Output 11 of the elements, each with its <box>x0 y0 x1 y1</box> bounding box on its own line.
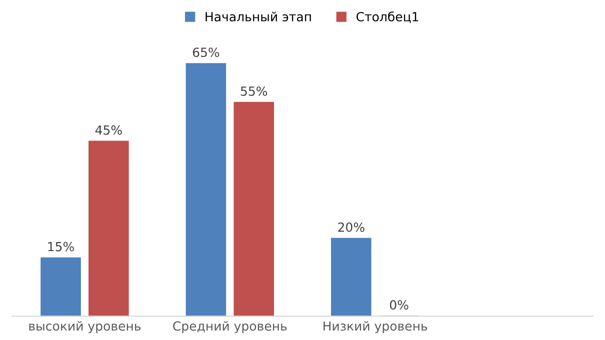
x-tick-label: высокий уровень <box>29 321 141 334</box>
data-label: 15% <box>48 242 74 252</box>
x-tick-label: Низкий уровень <box>324 321 428 334</box>
data-label: 45% <box>95 125 122 135</box>
data-label: 65% <box>192 48 220 58</box>
data-label: 55% <box>240 86 268 96</box>
data-label: 0% <box>390 300 408 310</box>
legend-label: Столбец1 <box>356 12 418 23</box>
x-tick-label: Средний уровень <box>173 321 287 334</box>
legend-label: Начальный этап <box>206 12 311 22</box>
data-label: 20% <box>338 222 364 232</box>
